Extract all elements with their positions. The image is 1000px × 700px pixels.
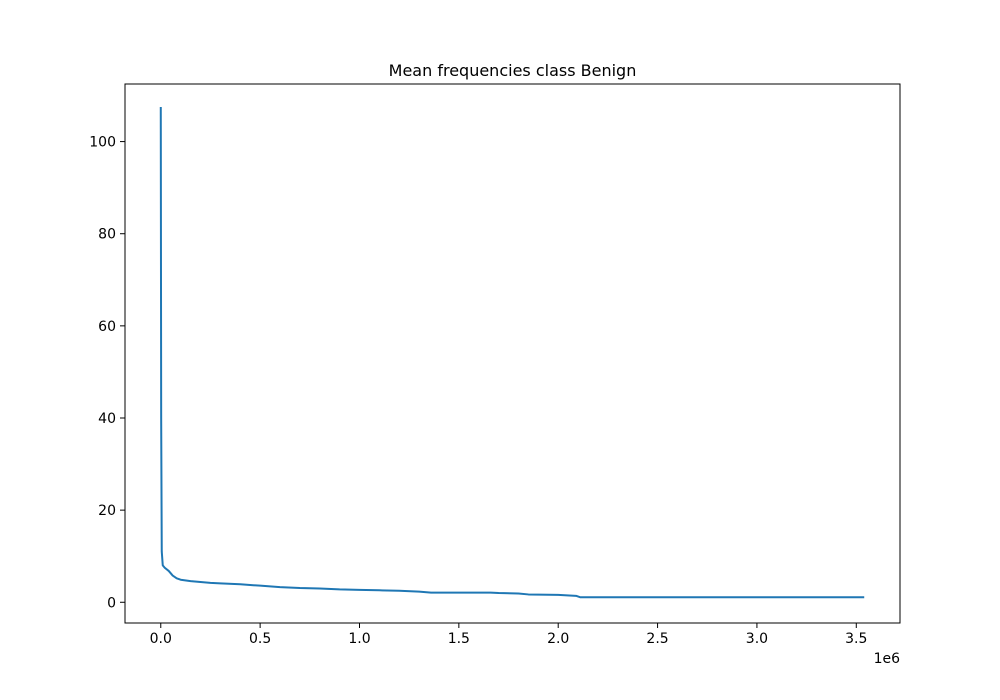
- x-axis-offset-text: 1e6: [874, 651, 901, 667]
- y-tick-label: 0: [107, 595, 116, 611]
- x-tick-label: 0.5: [249, 631, 271, 647]
- x-tick-label: 3.0: [746, 631, 768, 647]
- x-tick-label: 3.5: [845, 631, 867, 647]
- x-tick-label: 0.0: [150, 631, 172, 647]
- x-tick-label: 2.0: [547, 631, 569, 647]
- x-tick-label: 1.0: [348, 631, 370, 647]
- y-tick-label: 80: [98, 227, 116, 243]
- y-tick-label: 40: [98, 411, 116, 427]
- plot-frame: [124, 83, 901, 624]
- x-tick-label: 2.5: [646, 631, 668, 647]
- y-axis-ticks: 0 20 40 60 80 100: [89, 135, 125, 611]
- chart-title: Mean frequencies class Benign: [389, 61, 637, 80]
- y-tick-label: 100: [89, 135, 116, 151]
- x-axis-ticks: 0.0 0.5 1.0 1.5 2.0 2.5 3.0 3.5: [150, 623, 867, 647]
- series-layer: [159, 107, 865, 599]
- x-tick-label: 1.5: [448, 631, 470, 647]
- y-tick-label: 20: [98, 503, 116, 519]
- y-tick-label: 60: [98, 319, 116, 335]
- series-line-0: [159, 107, 865, 599]
